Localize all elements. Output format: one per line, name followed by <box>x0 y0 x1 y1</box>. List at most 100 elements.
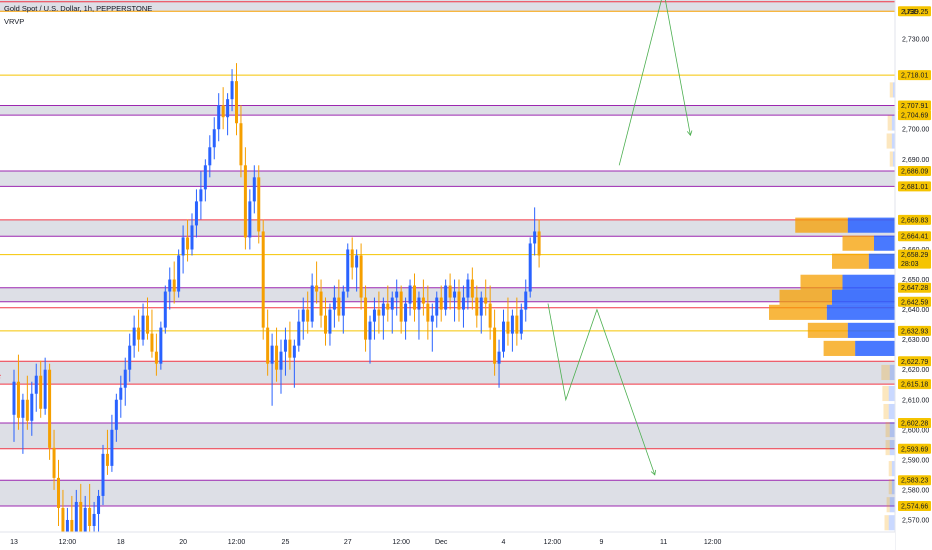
candle-body-95 <box>435 297 439 316</box>
candle-body-107 <box>488 303 492 328</box>
candle-body-117 <box>533 231 537 244</box>
candle-body-99 <box>453 291 457 298</box>
projection-up-arrowhead <box>686 130 693 137</box>
price-tag-6: 2,669.83 <box>901 217 928 224</box>
price-tag-bg-12 <box>898 356 931 367</box>
price-tick-10: 2,690.00 <box>902 157 929 164</box>
zone-4 <box>0 287 895 302</box>
candle-body-46 <box>217 105 221 130</box>
price-tag-bg-8 <box>898 249 931 269</box>
price-tag-bg-6 <box>898 214 931 225</box>
candle-body-7 <box>43 369 47 409</box>
price-tag-bg-0 <box>898 6 931 17</box>
vp-down-20 <box>889 82 893 98</box>
price-axis[interactable] <box>895 0 932 550</box>
time-tick-5: 25 <box>282 539 290 546</box>
zone-6 <box>0 422 895 449</box>
vp-up-16 <box>888 515 895 531</box>
candle-body-57 <box>266 327 270 364</box>
candle-body-5 <box>34 375 38 394</box>
price-tag-11: 2,632.93 <box>901 328 928 335</box>
candle-body-10 <box>57 477 60 508</box>
candle-body-6 <box>39 375 43 409</box>
price-tag-12: 2,622.79 <box>901 359 928 366</box>
price-tick-12: 2,730.00 <box>902 37 929 44</box>
candle-body-102 <box>466 279 470 298</box>
vp-up-10 <box>888 403 895 420</box>
vp-up-12 <box>889 440 895 456</box>
candle-body-81 <box>372 309 376 322</box>
vp-down-9 <box>882 385 889 402</box>
candle-body-26 <box>128 345 132 370</box>
time-axis[interactable] <box>0 532 895 550</box>
candle-body-19 <box>97 495 101 514</box>
candle-body-45 <box>212 129 216 148</box>
candle-body-100 <box>457 291 461 310</box>
price-tag-0: 2,739.25 <box>901 9 928 16</box>
candle-body-84 <box>386 303 390 310</box>
candle-body-55 <box>257 177 261 232</box>
candle-body-51 <box>239 123 243 166</box>
candle-body-16 <box>83 507 87 545</box>
price-tag-7: 2,664.41 <box>901 234 928 241</box>
zone-5 <box>0 361 895 385</box>
currency-label[interactable]: USD <box>904 9 919 16</box>
indicator-label[interactable]: VRVP <box>4 17 24 26</box>
candle-body-48 <box>226 99 230 118</box>
vp-down-1 <box>842 235 874 251</box>
candle-body-74 <box>341 291 345 316</box>
vp-up-13 <box>891 461 895 477</box>
time-tick-13: 12:00 <box>704 539 722 546</box>
candle-body-13 <box>70 519 74 532</box>
vp-up-19 <box>892 151 895 167</box>
price-tag-bg-10 <box>898 296 931 307</box>
candle-body-96 <box>439 297 443 310</box>
price-tag-bg-13 <box>898 379 931 390</box>
candle-body-54 <box>252 177 256 202</box>
price-tag-9: 2,647.28 <box>901 285 928 292</box>
time-tick-4: 12:00 <box>228 539 246 546</box>
vp-up-17 <box>891 115 895 131</box>
price-tag-14: 2,602.28 <box>901 420 928 427</box>
symbol-title: Gold Spot / U.S. Dollar, 1h, PEPPERSTONE <box>4 4 152 13</box>
candle-body-58 <box>270 345 274 364</box>
zone-7 <box>0 480 895 506</box>
vp-down-6 <box>807 322 848 338</box>
drawings-layer <box>0 0 693 476</box>
time-tick-1: 12:00 <box>59 539 77 546</box>
candle-body-93 <box>426 303 430 322</box>
candle-body-25 <box>123 369 127 388</box>
price-tag-bg-15 <box>898 443 931 454</box>
candle-body-69 <box>319 291 323 316</box>
candle-body-88 <box>404 303 408 322</box>
vp-down-8 <box>881 364 890 381</box>
vp-up-4 <box>832 289 895 305</box>
candle-body-50 <box>235 81 238 124</box>
candle-body-115 <box>524 291 528 310</box>
candle-body-52 <box>243 165 247 238</box>
candle-body-71 <box>328 309 332 334</box>
candle-body-3 <box>25 399 29 421</box>
candle-body-44 <box>208 147 212 166</box>
candle-body-108 <box>493 327 497 364</box>
vp-down-15 <box>886 497 890 513</box>
candle-body-91 <box>417 297 421 310</box>
projection-up-path <box>618 0 691 166</box>
vp-down-7 <box>823 340 856 356</box>
candle-body-24 <box>119 387 123 400</box>
time-tick-8: Dec <box>435 539 448 546</box>
price-tick-2: 2,590.00 <box>902 457 929 464</box>
time-tick-6: 27 <box>344 539 352 546</box>
candle-body-47 <box>221 105 225 118</box>
price-tag-10: 2,642.59 <box>901 299 928 306</box>
candle-body-35 <box>168 279 172 292</box>
price-tag-4: 2,686.09 <box>901 169 928 176</box>
price-tick-8: 2,650.00 <box>902 277 929 284</box>
price-tick-0: 2,570.00 <box>902 517 929 524</box>
candle-body-21 <box>105 453 109 466</box>
vp-up-7 <box>855 340 895 356</box>
candle-body-78 <box>359 255 363 298</box>
candle-body-85 <box>390 297 394 310</box>
vp-down-4 <box>779 289 832 305</box>
